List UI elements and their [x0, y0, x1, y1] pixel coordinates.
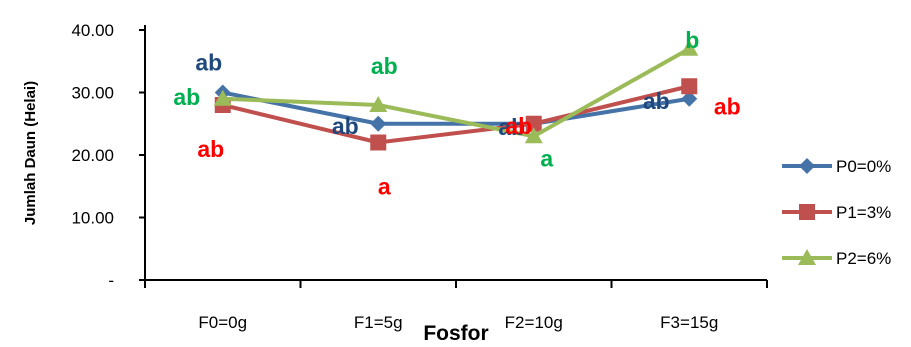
- series-p2-6: [213, 39, 699, 144]
- series-p0-0: [214, 84, 698, 132]
- significance-letter: a: [540, 145, 553, 171]
- series-line: [222, 84, 690, 145]
- significance-letter: ab: [643, 88, 670, 114]
- significance-letter: a: [378, 174, 391, 200]
- data-point: [681, 90, 698, 107]
- significance-letter: ab: [498, 114, 525, 140]
- significance-letter: ab: [197, 136, 224, 162]
- legend-marker: [799, 158, 815, 174]
- legend-label: P0=0%: [836, 157, 891, 176]
- x-tick-label: F2=10g: [505, 313, 563, 332]
- significance-letter: ab: [195, 50, 222, 76]
- data-point: [525, 115, 542, 132]
- y-axis-title: Jumlah Daun (Helai): [22, 81, 39, 225]
- x-tick-label: F0=0g: [198, 313, 247, 332]
- legend-label: P2=6%: [836, 249, 891, 268]
- data-point: [524, 127, 543, 144]
- significance-letter: ab: [173, 84, 200, 110]
- x-ticks: F0=0g F1=5g F2=10g F3=15g: [144, 280, 768, 332]
- data-point: [680, 39, 699, 56]
- legend-entry-p2-6: P2=6%: [782, 249, 891, 268]
- legend-label: P1=3%: [836, 203, 891, 222]
- x-axis-title: Fosfor: [423, 322, 488, 342]
- legend-entry-p1-3: P1=3%: [782, 203, 891, 222]
- significance-letter: ab: [714, 93, 741, 119]
- significance-letter: ab: [332, 113, 359, 139]
- axes: [144, 25, 767, 281]
- y-ticks: - 10.00 20.00 30.00 40.00: [71, 21, 145, 290]
- significance-letter: ab: [371, 53, 398, 79]
- legend-marker: [799, 204, 815, 220]
- data-point: [370, 134, 387, 151]
- x-tick-label: F1=5g: [354, 313, 403, 332]
- significance-letter: b: [685, 27, 699, 53]
- y-tick-label: -: [108, 271, 114, 290]
- series-line: [222, 47, 691, 139]
- y-tick-label: 20.00: [71, 146, 114, 165]
- data-point: [369, 96, 388, 112]
- series-line: [222, 90, 690, 126]
- legend: P0=0% P1=3% P2=6%: [782, 157, 891, 268]
- series: [213, 39, 699, 151]
- legend-marker: [798, 249, 816, 265]
- y-tick-label: 10.00: [71, 209, 114, 228]
- significance-letter: ab: [505, 113, 532, 139]
- y-tick-label: 30.00: [71, 84, 114, 103]
- y-tick-label: 40.00: [71, 21, 114, 40]
- legend-entry-p0-0: P0=0%: [782, 157, 891, 176]
- data-point: [681, 78, 698, 95]
- series-p1-3: [214, 78, 698, 151]
- x-tick-label: F3=15g: [660, 313, 718, 332]
- data-point: [370, 115, 387, 132]
- data-point: [213, 89, 232, 106]
